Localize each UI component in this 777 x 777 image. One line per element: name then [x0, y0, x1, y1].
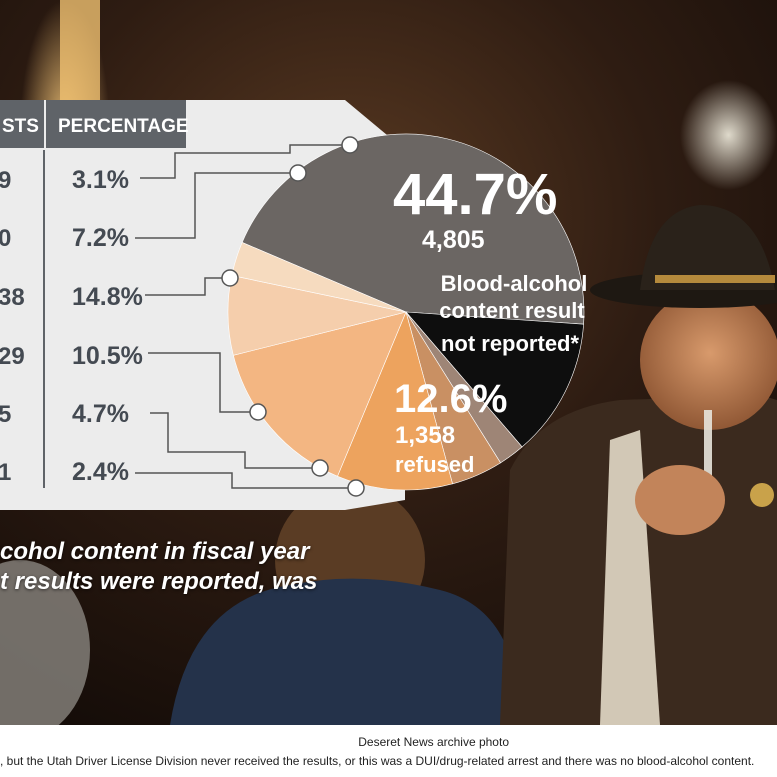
leader-marker: [311, 459, 329, 477]
row-percentage: 10.5%: [72, 342, 143, 370]
leader-marker: [221, 269, 239, 287]
col1-header: STS: [2, 116, 39, 137]
not-reported-percent-label: 44.7%: [393, 162, 557, 227]
row-percentage: 4.7%: [72, 400, 129, 428]
not-reported-desc-line2: content result: [439, 298, 585, 323]
pie-slice-slice-10-5: [337, 311, 453, 491]
not-reported-count-label: 4,805: [422, 226, 485, 254]
row-percentage: 14.8%: [72, 283, 143, 311]
row-percentage: 3.1%: [72, 166, 129, 194]
row-count: 38: [0, 284, 25, 311]
row-count: 29: [0, 343, 25, 370]
refused-count-label: 1,358: [395, 422, 455, 449]
leader-line: [145, 277, 230, 296]
footnote: , but the Utah Driver License Division n…: [0, 754, 755, 768]
pie-slice-not-reported: [241, 133, 585, 325]
table-header-col2: [46, 100, 186, 148]
row-count: 1: [0, 459, 11, 486]
photo-credit: Deseret News archive photo: [358, 735, 509, 749]
pie-slice-refused: [405, 311, 584, 448]
row-count: 0: [0, 225, 11, 252]
pie-chart: STS PERCENTAGE 9 3.1% 0 7.2% 38 14.8% 29…: [0, 100, 588, 510]
caption-line-1: cohol content in fiscal year: [0, 538, 310, 565]
leader-markers: [221, 136, 365, 497]
leader-lines: [135, 144, 356, 489]
row-percentage: 7.2%: [72, 224, 129, 252]
leader-line: [135, 472, 356, 489]
leader-marker: [289, 164, 307, 182]
table-header-col1: [0, 100, 44, 148]
row-percentage: 2.4%: [72, 458, 129, 486]
refused-label: refused: [395, 452, 474, 477]
caption-line-2: t results were reported, was: [0, 568, 318, 595]
leader-line: [150, 412, 320, 469]
row-count: 9: [0, 167, 11, 194]
leader-marker: [249, 403, 267, 421]
col2-header: PERCENTAGE: [58, 116, 189, 137]
background-photo: [0, 0, 777, 725]
pie-slices: [227, 133, 585, 491]
not-reported-desc-line3: not reported*: [441, 331, 580, 356]
leader-line: [140, 144, 350, 179]
refused-percent-label: 12.6%: [394, 377, 507, 421]
row-count: 5: [0, 401, 11, 428]
leader-line: [148, 352, 258, 413]
not-reported-desc-line1: Blood-alcohol: [441, 271, 588, 296]
leader-marker: [347, 479, 365, 497]
leader-marker: [341, 136, 359, 154]
table-rows: 9 3.1% 0 7.2% 38 14.8% 29 10.5% 5 4.7% 1…: [0, 166, 143, 486]
leader-line: [135, 172, 298, 239]
